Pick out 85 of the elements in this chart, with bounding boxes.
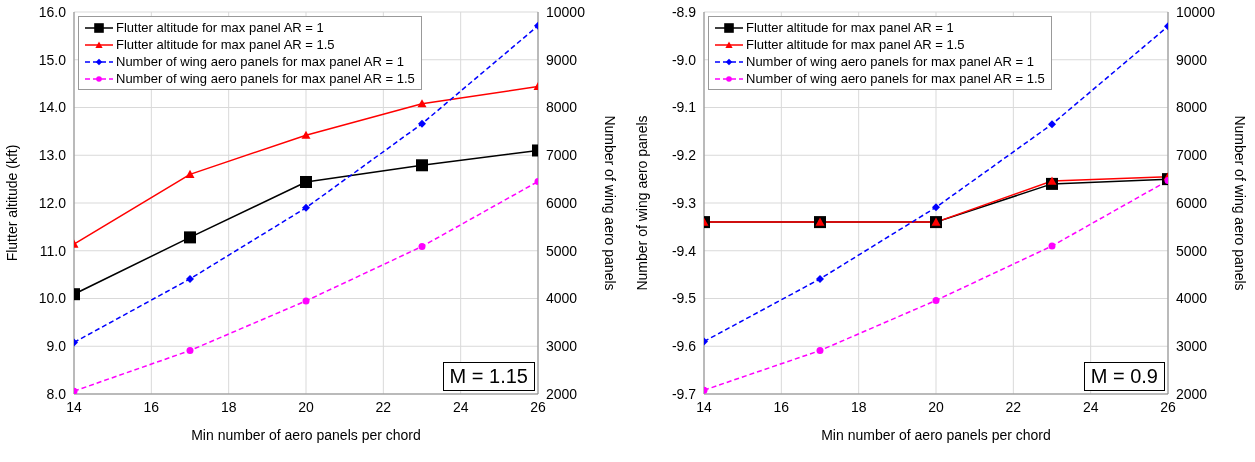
y2-tick-label: 8000 — [546, 99, 578, 116]
x-tick-label: 20 — [298, 398, 314, 415]
point — [302, 203, 310, 212]
x-tick-label: 16 — [143, 398, 160, 415]
point — [1047, 176, 1057, 185]
y2-tick-label: 2000 — [546, 385, 578, 402]
y-tick-label: -9.6 — [671, 338, 697, 355]
point — [932, 296, 940, 304]
x-tick-label: 20 — [928, 398, 944, 415]
y-tick-label: 15.0 — [38, 51, 67, 68]
y2-tick-label: 10000 — [546, 3, 586, 20]
point — [417, 99, 427, 108]
annotation: M = 1.15 — [442, 362, 535, 391]
y2-tick-label: 4000 — [1176, 290, 1208, 307]
y2-tick-label: 5000 — [546, 242, 578, 259]
y2-tick-label: 2000 — [1176, 385, 1208, 402]
y-tick-label: -9.1 — [671, 99, 697, 116]
legend-label: Number of wing aero panels for max panel AR = 1 — [746, 53, 1034, 70]
y-tick-label: 8.0 — [46, 385, 67, 402]
point — [186, 347, 194, 355]
legend-label: Number of wing aero panels for max panel AR = 1.5 — [746, 70, 1045, 87]
x-tick-label: 18 — [220, 398, 237, 415]
point — [418, 242, 426, 250]
x-tick-label: 18 — [850, 398, 867, 415]
y2-tick-label: 6000 — [1176, 194, 1208, 211]
y-tick-label: 9.0 — [46, 338, 67, 355]
y-tick-label: 13.0 — [38, 147, 67, 164]
y2-tick-label: 8000 — [1176, 99, 1208, 116]
legend-label: Flutter altitude for max panel AR = 1.5 — [746, 36, 965, 53]
point — [184, 231, 196, 244]
y-tick-label: 14.0 — [38, 99, 67, 116]
y-tick-label: -9.3 — [671, 194, 697, 211]
x-tick-label: 14 — [66, 398, 82, 415]
legend-label: Number of wing aero panels for max panel AR = 1.5 — [116, 70, 415, 87]
y-axis-title: Number of wing aero panels — [633, 115, 650, 291]
x-tick-label: 24 — [452, 398, 469, 415]
y-tick-label: -9.5 — [671, 290, 697, 307]
point — [1048, 242, 1056, 250]
point — [1048, 120, 1056, 129]
y-tick-label: 10.0 — [38, 290, 67, 307]
point — [186, 274, 194, 283]
y-tick-label: -9.4 — [671, 242, 697, 259]
x-tick-label: 26 — [530, 398, 546, 415]
y-tick-label: -8.9 — [671, 3, 697, 20]
point — [302, 297, 310, 305]
legend-label: Flutter altitude for max panel AR = 1 — [116, 19, 324, 36]
y2-tick-label: 6000 — [546, 194, 578, 211]
y-tick-label: 12.0 — [38, 194, 67, 211]
point — [416, 159, 428, 172]
x-axis-title: Min number of aero panels per chord — [191, 427, 421, 443]
point — [932, 203, 940, 212]
y2-tick-label: 5000 — [1176, 242, 1208, 259]
x-axis-title: Min number of aero panels per chord — [821, 427, 1051, 443]
y2-tick-label: 3000 — [546, 338, 578, 355]
point — [816, 347, 824, 355]
legend-label: Flutter altitude for max panel AR = 1 — [746, 19, 954, 36]
x-tick-label: 22 — [375, 398, 392, 415]
legend-label: Flutter altitude for max panel AR = 1.5 — [116, 36, 335, 53]
x-tick-label: 14 — [696, 398, 712, 415]
y2-tick-label: 4000 — [546, 290, 578, 307]
legend-label: Number of wing aero panels for max panel AR = 1 — [116, 53, 404, 70]
y-tick-label: -9.2 — [671, 147, 697, 164]
point — [185, 169, 195, 178]
x-tick-label: 26 — [1160, 398, 1176, 415]
y2-axis-title: Number of wing aero panels — [602, 115, 619, 291]
point — [816, 274, 824, 283]
point — [300, 175, 312, 188]
y2-tick-label: 3000 — [1176, 338, 1208, 355]
y2-tick-label: 10000 — [1176, 3, 1216, 20]
y2-tick-label: 9000 — [546, 51, 578, 68]
x-tick-label: 16 — [773, 398, 790, 415]
x-tick-label: 22 — [1005, 398, 1022, 415]
y2-tick-label: 9000 — [1176, 51, 1208, 68]
x-tick-label: 24 — [1082, 398, 1099, 415]
y-tick-label: 11.0 — [39, 242, 67, 259]
y2-tick-label: 7000 — [546, 147, 578, 164]
point — [301, 130, 311, 139]
y-tick-label: 16.0 — [38, 3, 67, 20]
y-tick-label: -9.0 — [671, 51, 697, 68]
point — [418, 119, 426, 128]
y2-axis-title: Number of wing aero panels — [1232, 115, 1249, 291]
y2-tick-label: 7000 — [1176, 147, 1208, 164]
y-tick-label: -9.7 — [671, 385, 697, 402]
annotation: M = 0.9 — [1083, 362, 1165, 391]
y-axis-title: Flutter altitude (kft) — [3, 144, 20, 262]
